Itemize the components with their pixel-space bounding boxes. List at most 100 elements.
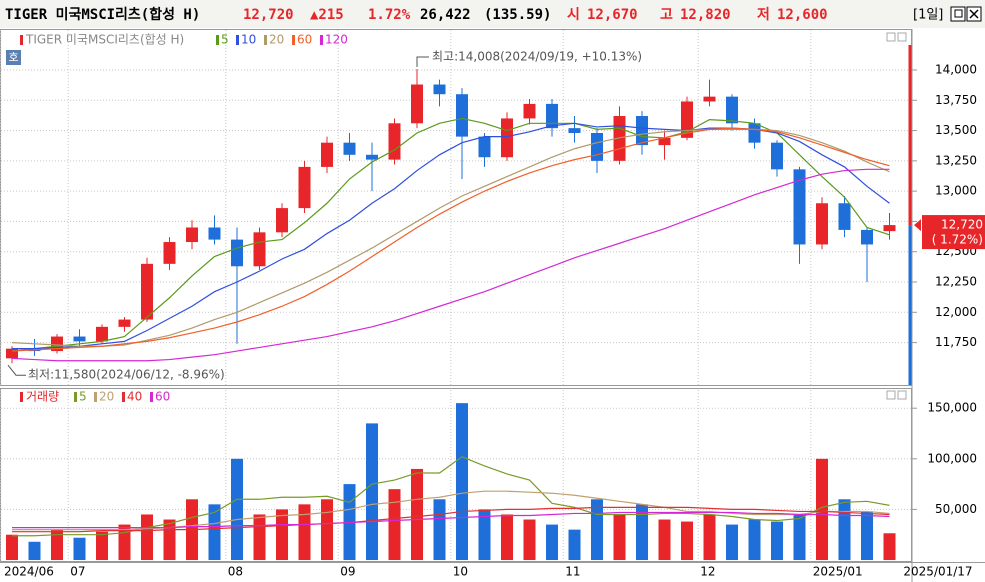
high-annotation: 최고:14,008(2024/09/19, +10.13%) xyxy=(432,50,642,64)
volume-bar xyxy=(163,519,176,560)
badge: 호 xyxy=(8,51,18,64)
last-date: 2025/01/17 xyxy=(903,565,972,579)
volume-bar xyxy=(276,509,288,560)
candle-body xyxy=(231,239,243,267)
volume-bar xyxy=(883,533,896,560)
legend-label: 120 xyxy=(325,33,348,47)
legend-title: TIGER 미국MSCI리츠(합성 H) xyxy=(25,33,184,47)
candle-body xyxy=(73,336,86,342)
y-tick-label: 12,250 xyxy=(935,275,977,289)
candle-body xyxy=(186,227,198,243)
legend-swatch xyxy=(20,35,23,45)
legend-swatch xyxy=(20,392,23,402)
x-tick-label: 2024/06 xyxy=(4,565,54,579)
volume-bar xyxy=(366,423,378,560)
volume-bar xyxy=(613,514,626,560)
volume-bar xyxy=(568,529,581,560)
close-icon xyxy=(969,9,979,19)
candle-body xyxy=(658,137,671,146)
y-tick-label: 13,250 xyxy=(935,153,977,167)
candle-body xyxy=(861,229,873,245)
candle-body xyxy=(568,128,581,133)
change-pct: 1.72% xyxy=(368,7,411,23)
candle-body xyxy=(366,154,378,160)
x-tick-label: 12 xyxy=(700,565,715,579)
volume-bar xyxy=(208,504,221,560)
legend-label: 60 xyxy=(155,390,170,404)
candle-body xyxy=(478,136,491,158)
period[interactable]: [1일] xyxy=(913,8,943,23)
high: 12,820 xyxy=(680,7,731,23)
volume-bar xyxy=(298,504,311,560)
x-tick-label: 08 xyxy=(228,565,243,579)
candle-body xyxy=(703,96,716,102)
x-tick-label: 10 xyxy=(453,565,468,579)
low-label: 저 xyxy=(757,7,770,23)
candle-body xyxy=(546,103,558,129)
maximize-icon xyxy=(954,9,963,18)
volume-bar xyxy=(523,519,536,560)
price: 12,720 xyxy=(243,7,294,23)
legend-swatch xyxy=(122,392,125,402)
open: 12,670 xyxy=(587,7,638,23)
volume-bar xyxy=(456,403,468,560)
volume-bar xyxy=(636,504,648,560)
candle-body xyxy=(456,94,468,137)
panel-icon[interactable] xyxy=(897,32,907,42)
change: ▲215 xyxy=(310,7,344,23)
moving-average xyxy=(11,128,890,347)
volume-bar xyxy=(388,489,401,560)
volume-bar xyxy=(411,468,423,560)
moving-average xyxy=(11,117,890,352)
volume-bar xyxy=(478,509,491,560)
candle-body xyxy=(208,227,221,240)
y-tick-label: 13,750 xyxy=(935,93,977,107)
volume-bar xyxy=(51,529,63,560)
panel-icon[interactable] xyxy=(886,32,896,42)
legend-title: 거래량 xyxy=(26,390,59,404)
legend-label: 60 xyxy=(297,33,312,47)
moving-average xyxy=(11,168,890,362)
volume-bar xyxy=(321,499,333,560)
candle-body xyxy=(276,208,288,233)
amount: (135.59) xyxy=(484,7,551,23)
candle-body xyxy=(118,319,131,327)
volume-bar xyxy=(658,519,671,560)
volume-bar xyxy=(793,514,806,560)
legend-swatch xyxy=(94,392,97,402)
panel-icon[interactable] xyxy=(886,390,896,400)
y-tick-label: 100,000 xyxy=(927,451,977,465)
legend-swatch xyxy=(320,35,323,45)
legend-swatch xyxy=(292,35,295,45)
candle-body xyxy=(253,232,266,267)
low-annotation: 최저:11,580(2024/06/12, -8.96%) xyxy=(28,368,225,382)
y-tick-label: 13,500 xyxy=(935,123,977,137)
price-tag-change: ( 1.72%) xyxy=(932,233,983,247)
high-label: 고 xyxy=(660,7,673,23)
volume-bar xyxy=(253,514,266,560)
x-tick-label: 07 xyxy=(70,565,85,579)
candle-body xyxy=(343,142,356,155)
legend-swatch xyxy=(74,392,77,402)
legend-swatch xyxy=(236,35,239,45)
low-arrow xyxy=(7,364,26,376)
volume-bar xyxy=(433,499,446,560)
volume-bar xyxy=(748,519,761,560)
volume-bar xyxy=(703,514,716,560)
x-tick-label: 2025/01 xyxy=(813,565,863,579)
header-bar xyxy=(0,0,985,28)
candle-body xyxy=(816,203,828,245)
volume-bar xyxy=(141,514,153,560)
volume-average xyxy=(12,456,890,537)
candle-body xyxy=(6,348,18,359)
volume-bar xyxy=(861,511,873,560)
legend-label: 5 xyxy=(79,390,87,404)
panel-icon[interactable] xyxy=(897,390,907,400)
y-tick-label: 12,000 xyxy=(935,305,977,319)
low: 12,600 xyxy=(777,7,828,23)
legend-swatch xyxy=(150,392,153,402)
maximize-button[interactable] xyxy=(950,6,966,22)
candle-body xyxy=(771,142,783,170)
legend-swatch xyxy=(264,35,267,45)
price-panel xyxy=(0,29,912,386)
